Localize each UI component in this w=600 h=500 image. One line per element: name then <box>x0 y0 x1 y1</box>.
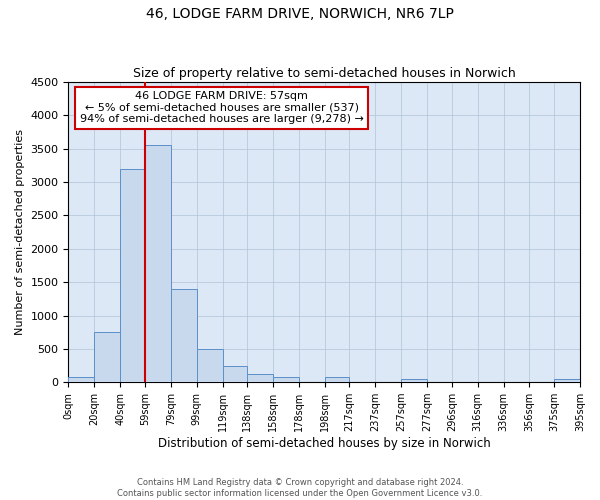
Bar <box>273 377 299 382</box>
Bar <box>223 366 247 382</box>
Bar <box>401 379 427 382</box>
Bar <box>325 377 349 382</box>
Bar <box>145 146 171 382</box>
Text: Contains HM Land Registry data © Crown copyright and database right 2024.
Contai: Contains HM Land Registry data © Crown c… <box>118 478 482 498</box>
Bar <box>68 377 94 382</box>
Bar <box>171 289 197 382</box>
Text: 46 LODGE FARM DRIVE: 57sqm
← 5% of semi-detached houses are smaller (537)
94% of: 46 LODGE FARM DRIVE: 57sqm ← 5% of semi-… <box>80 91 364 124</box>
Title: Size of property relative to semi-detached houses in Norwich: Size of property relative to semi-detach… <box>133 66 515 80</box>
Bar <box>94 332 120 382</box>
Bar <box>247 374 273 382</box>
Y-axis label: Number of semi-detached properties: Number of semi-detached properties <box>15 129 25 335</box>
Text: 46, LODGE FARM DRIVE, NORWICH, NR6 7LP: 46, LODGE FARM DRIVE, NORWICH, NR6 7LP <box>146 8 454 22</box>
Bar <box>554 379 580 382</box>
Bar <box>120 169 145 382</box>
Bar <box>197 349 223 382</box>
X-axis label: Distribution of semi-detached houses by size in Norwich: Distribution of semi-detached houses by … <box>158 437 491 450</box>
